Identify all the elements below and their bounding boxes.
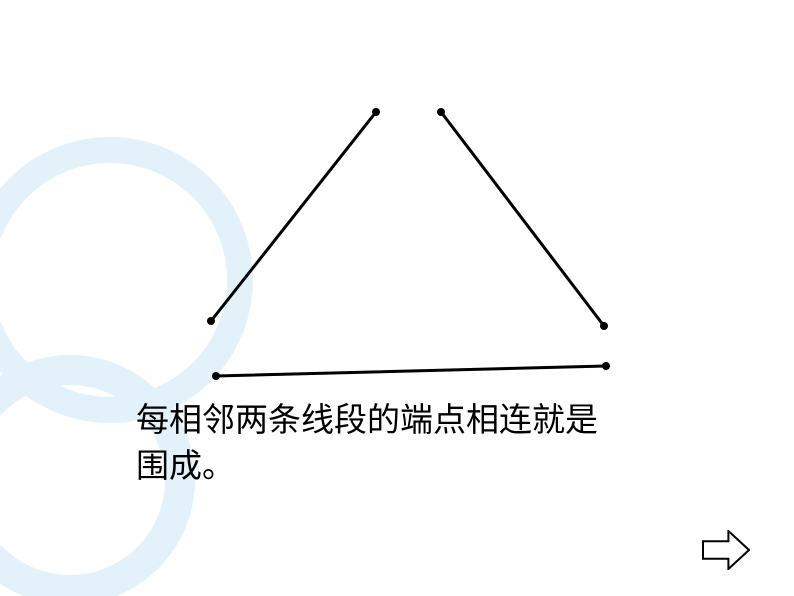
next-arrow-icon[interactable] [702,530,750,570]
caption-text: 每相邻两条线段的端点相连就是 围成。 [136,398,598,490]
triangle-diagram [0,0,794,596]
